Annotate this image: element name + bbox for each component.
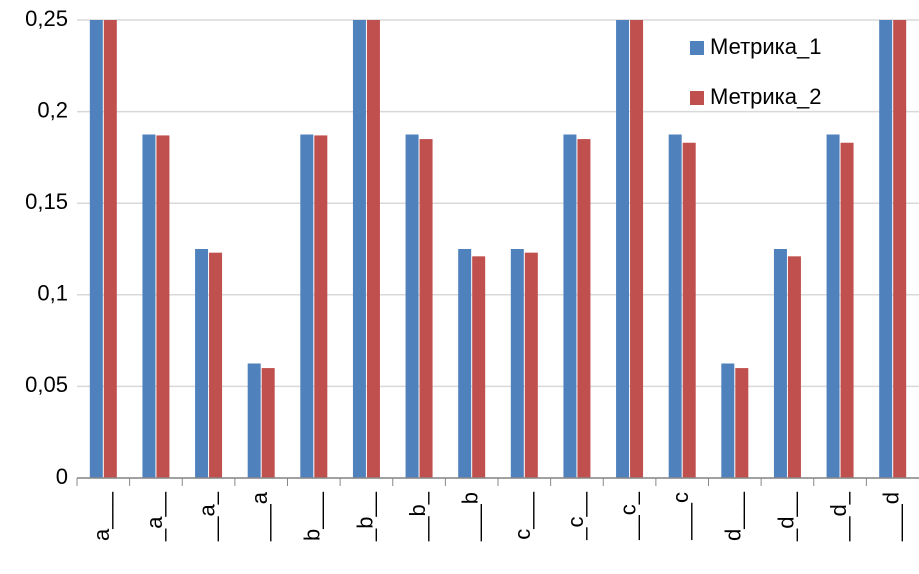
- bar: [458, 249, 472, 478]
- x-tick-label: ___a: [247, 491, 272, 542]
- x-tick-label: _d__: [773, 491, 798, 542]
- x-tick-label: _a__: [142, 491, 167, 542]
- bar: [826, 134, 840, 478]
- x-tick-label: d___: [721, 491, 746, 541]
- x-tick-label: __d_: [826, 491, 851, 542]
- bar: [840, 142, 854, 478]
- bar: [209, 252, 223, 478]
- bar: [668, 134, 682, 478]
- bar: [563, 134, 577, 478]
- x-tick-label: ___d: [879, 492, 904, 542]
- bar: [261, 368, 275, 478]
- y-tick-label: 0,25: [25, 6, 68, 31]
- bar: [352, 20, 366, 478]
- legend-swatch: [690, 41, 704, 55]
- bar: [787, 256, 801, 478]
- bar: [510, 249, 524, 478]
- bar: [524, 252, 538, 478]
- legend-swatch: [690, 91, 704, 105]
- bar: [89, 20, 103, 478]
- x-tick-label: __c_: [615, 491, 640, 540]
- y-tick-label: 0,05: [25, 372, 68, 397]
- legend-label: Метрика_1: [710, 34, 822, 59]
- bar: [142, 134, 156, 478]
- bar: [893, 20, 907, 478]
- x-tick-label: ___c: [668, 492, 693, 541]
- bar: [879, 20, 893, 478]
- bar: [103, 20, 117, 478]
- bar: [616, 20, 630, 478]
- x-tick-label: _b__: [352, 491, 377, 542]
- bar: [156, 135, 170, 478]
- bar: [682, 142, 696, 478]
- x-tick-label: __a_: [194, 491, 219, 542]
- bar: [195, 249, 209, 478]
- x-tick-label: __b_: [405, 491, 430, 542]
- legend-label: Метрика_2: [710, 84, 822, 109]
- bar: [247, 363, 261, 478]
- bar: [314, 135, 328, 478]
- y-tick-label: 0,2: [37, 97, 68, 122]
- x-tick-label: ___b: [458, 492, 483, 542]
- bar: [773, 249, 787, 478]
- bar: [577, 139, 591, 478]
- bar: [721, 363, 735, 478]
- x-tick-label: c___: [510, 491, 535, 539]
- bar: [405, 134, 419, 478]
- bar: [419, 139, 433, 478]
- bar: [472, 256, 486, 478]
- y-tick-label: 0,15: [25, 189, 68, 214]
- bar: [300, 134, 314, 478]
- y-tick-label: 0,1: [37, 281, 68, 306]
- x-tick-label: b___: [300, 491, 325, 541]
- x-tick-label: a___: [89, 491, 114, 541]
- bar: [735, 368, 749, 478]
- y-tick-label: 0: [56, 464, 68, 489]
- bar: [630, 20, 644, 478]
- bar: [366, 20, 380, 478]
- x-tick-label: _c__: [563, 491, 588, 540]
